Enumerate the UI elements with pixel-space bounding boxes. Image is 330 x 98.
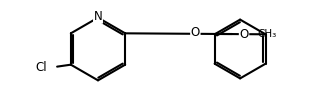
- Text: O: O: [191, 26, 200, 39]
- Text: Cl: Cl: [36, 61, 47, 74]
- Text: N: N: [94, 10, 102, 23]
- Text: O: O: [239, 28, 249, 41]
- Text: CH₃: CH₃: [258, 29, 277, 39]
